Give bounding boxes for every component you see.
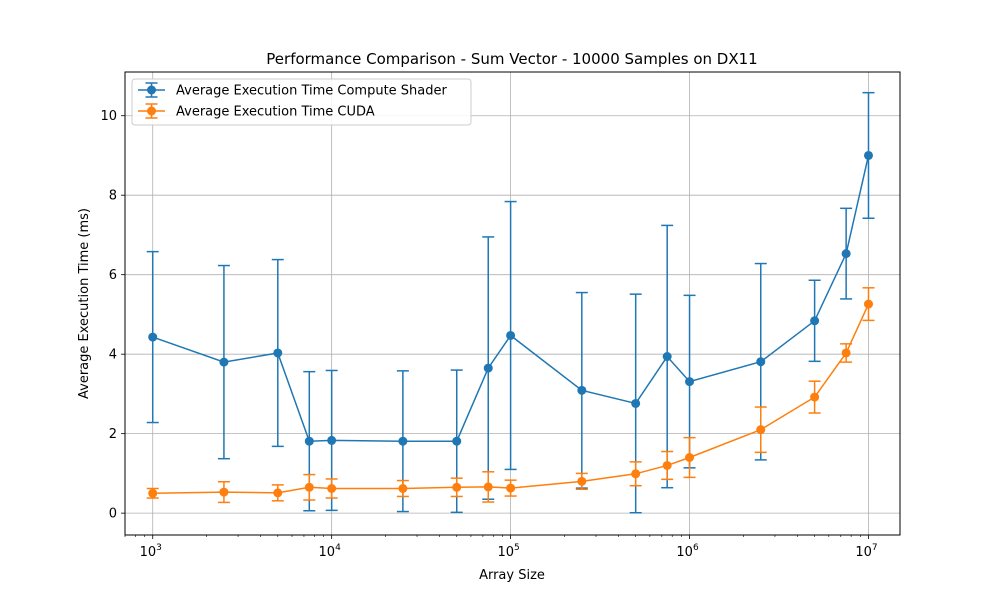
legend-entry-1: Average Execution Time CUDA [138, 103, 375, 120]
legend-entry-0: Average Execution Time Compute Shader [138, 82, 448, 99]
series-1-point-3 [304, 482, 314, 492]
x-tick-label-1: 104 [319, 543, 342, 560]
series-1-point-10 [631, 469, 641, 479]
series-0-point-0 [148, 332, 158, 342]
legend-label-0: Average Execution Time Compute Shader [176, 84, 448, 99]
series-0-point-16 [863, 150, 873, 160]
plot-frame [124, 71, 901, 536]
axis-ticks: 103 104 105 106 107 0 2 4 6 8 10 [100, 109, 877, 560]
series-1-point-4 [327, 484, 337, 494]
series-1-point-2 [273, 488, 283, 498]
series-0-point-4 [327, 435, 337, 445]
series-1-point-9 [577, 476, 587, 486]
y-tick-label-2: 4 [109, 348, 117, 363]
series-1-point-5 [398, 484, 408, 494]
y-tick-label-3: 6 [109, 268, 117, 283]
series-0-point-12 [685, 377, 695, 387]
series-layer [146, 91, 875, 514]
series-0-point-9 [577, 385, 587, 395]
y-tick-label-5: 10 [100, 109, 117, 124]
series-0-point-13 [756, 357, 766, 367]
x-axis-label: Array Size [479, 568, 545, 583]
series-1-point-14 [810, 392, 820, 402]
series-1-point-13 [756, 425, 766, 435]
series-1-point-16 [863, 299, 873, 309]
series-1-point-0 [148, 488, 158, 498]
series-0-point-15 [841, 249, 851, 259]
series-1-point-15 [841, 348, 851, 358]
x-tick-label-0: 103 [140, 543, 162, 560]
series-0-point-14 [810, 316, 820, 326]
y-tick-label-0: 0 [109, 507, 117, 522]
chart-title: Performance Comparison - Sum Vector - 10… [266, 50, 757, 68]
series-0-point-8 [506, 330, 516, 340]
series-0-point-3 [304, 436, 314, 446]
legend-marker-0 [147, 85, 156, 95]
series-0-point-5 [398, 436, 408, 446]
x-tick-label-3: 106 [676, 543, 699, 560]
y-axis-label: Average Execution Time (ms) [77, 208, 92, 399]
series-0-point-7 [483, 363, 493, 373]
series-0 [146, 91, 875, 514]
series-0-point-6 [452, 436, 462, 446]
series-0-point-11 [662, 352, 672, 362]
legend: Average Execution Time Compute Shader Ave… [131, 78, 472, 126]
series-1 [146, 287, 875, 504]
y-tick-label-1: 2 [109, 427, 117, 442]
series-1-point-12 [685, 453, 695, 463]
x-tick-label-4: 107 [855, 543, 877, 560]
series-1-point-8 [506, 483, 516, 493]
series-1-point-7 [483, 482, 493, 492]
y-tick-label-4: 8 [109, 189, 117, 204]
legend-label-1: Average Execution Time CUDA [176, 105, 375, 120]
x-tick-label-2: 105 [497, 543, 519, 560]
legend-box [131, 78, 472, 126]
legend-marker-1 [147, 106, 156, 116]
series-1-point-6 [452, 482, 462, 492]
series-0-point-1 [219, 357, 229, 367]
series-0-point-2 [273, 348, 283, 358]
series-1-point-1 [219, 487, 229, 497]
series-1-point-11 [662, 460, 672, 470]
series-0-point-10 [631, 398, 641, 408]
